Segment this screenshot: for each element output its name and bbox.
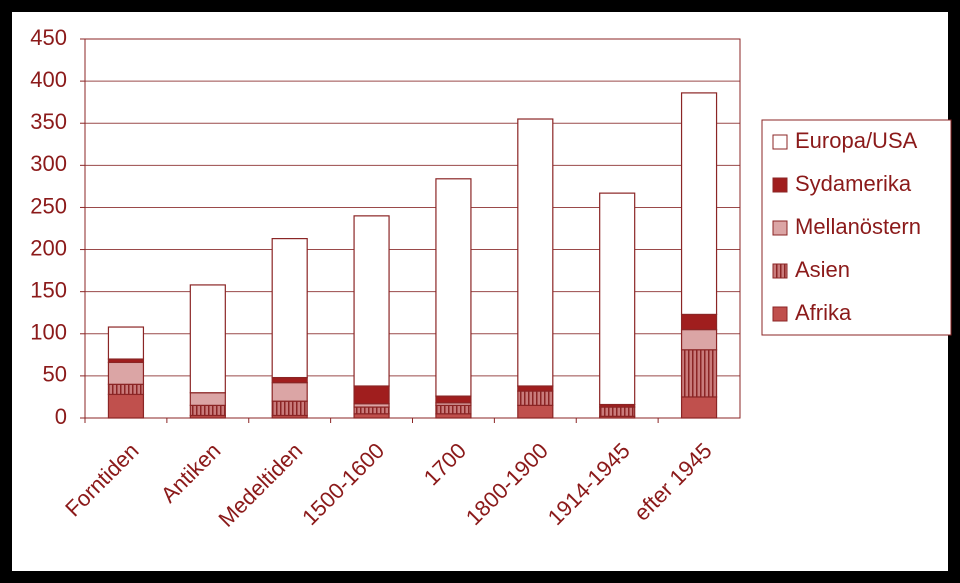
bar-segment: [680, 349, 718, 398]
y-tick-label: 50: [43, 362, 67, 387]
bar-segment: [107, 383, 145, 396]
legend-swatch: [772, 220, 788, 236]
y-tick-label: 300: [30, 151, 67, 176]
legend-swatch: [772, 134, 788, 150]
legend-label: Mellanöstern: [795, 214, 921, 239]
bar-segment: [435, 404, 472, 415]
bar-segment: [517, 118, 554, 387]
bar-segment: [599, 406, 636, 417]
bar-segment: [680, 92, 718, 316]
legend-swatch: [772, 177, 788, 193]
bar-segment: [599, 192, 636, 406]
bar-segment: [680, 396, 718, 419]
bar-segment: [353, 406, 390, 415]
bar-segment: [517, 390, 554, 406]
y-tick-label: 350: [30, 109, 67, 134]
bar-segment: [517, 404, 554, 419]
y-tick-label: 150: [30, 277, 67, 302]
bar-segment: [189, 284, 226, 394]
y-tick-label: 100: [30, 320, 67, 345]
legend-swatch: [772, 306, 788, 322]
legend-label: Asien: [795, 257, 850, 282]
legend-box: [761, 119, 952, 336]
bar-segment: [189, 404, 226, 417]
y-tick-label: 200: [30, 235, 67, 260]
bar-segment: [353, 413, 390, 419]
legend-swatch: [772, 263, 788, 279]
bar-segment: [271, 376, 308, 384]
bar-segment: [517, 385, 554, 392]
bar-segment: [107, 393, 145, 419]
bar-segment: [189, 392, 226, 406]
y-tick-label: 400: [30, 67, 67, 92]
bar-segment: [435, 413, 472, 419]
bar-segment: [271, 238, 308, 379]
bar-segment: [353, 215, 390, 387]
bar-segment: [680, 313, 718, 331]
bar-segment: [271, 400, 308, 417]
bar-segment: [435, 178, 472, 397]
y-tick-label: 450: [30, 25, 67, 50]
bar-segment: [353, 385, 390, 405]
legend-label: Afrika: [795, 300, 852, 325]
y-tick-label: 0: [55, 404, 67, 429]
legend-label: Europa/USA: [795, 128, 918, 153]
bar-segment: [107, 326, 145, 360]
legend-label: Sydamerika: [795, 171, 912, 196]
bar-segment: [271, 382, 308, 402]
y-tick-label: 250: [30, 193, 67, 218]
bar-segment: [107, 361, 145, 385]
bar-segment: [435, 395, 472, 404]
bar-segment: [680, 328, 718, 351]
